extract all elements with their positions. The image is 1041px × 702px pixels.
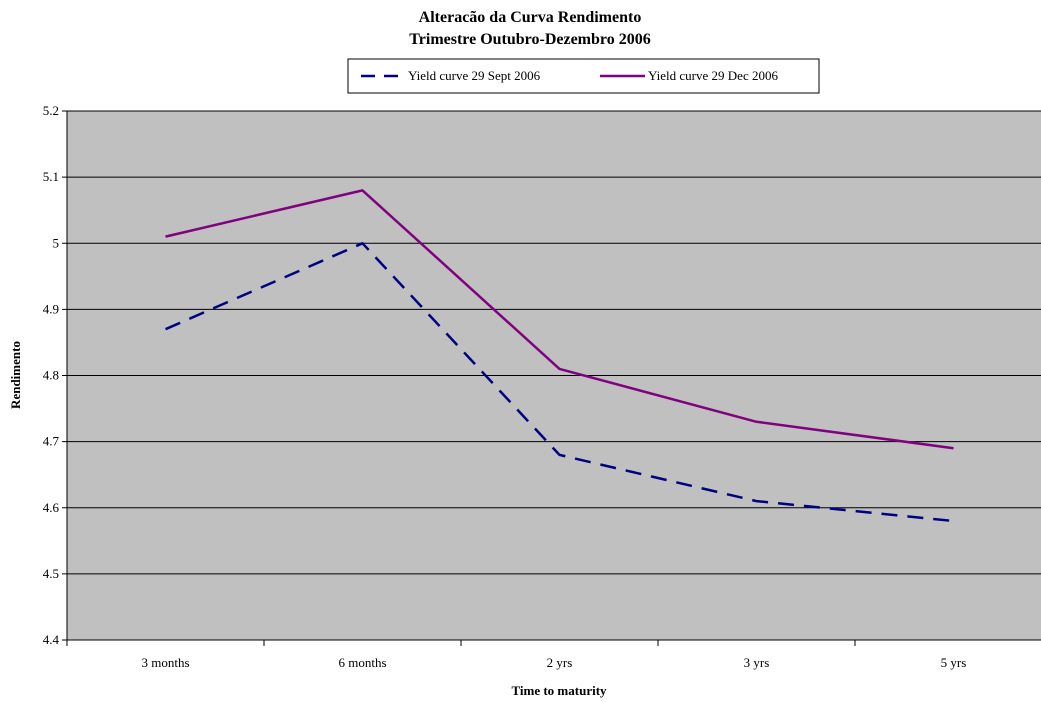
series-lines [165, 189, 954, 523]
y-tick-label: 4.5 [43, 566, 59, 581]
x-axis-title: Time to maturity [511, 683, 607, 698]
y-tick-label: 4.8 [43, 368, 59, 383]
gridlines [67, 110, 1041, 575]
y-tick-label: 4.4 [43, 632, 60, 647]
series-line-sept-2006 [165, 242, 954, 523]
x-tick-label: 6 months [338, 655, 386, 670]
x-tick-label: 3 months [141, 655, 189, 670]
legend: Yield curve 29 Sept 2006 Yield curve 29 … [347, 58, 820, 94]
legend-label-sept: Yield curve 29 Sept 2006 [408, 68, 541, 83]
y-tick-label: 5.1 [43, 169, 59, 184]
legend-box [347, 58, 820, 94]
y-tick-label: 4.9 [43, 301, 59, 316]
legend-label-dec: Yield curve 29 Dec 2006 [648, 68, 778, 83]
y-axis-title: Rendimento [8, 341, 23, 409]
axes [62, 110, 1041, 646]
y-tick-labels: 4.4 4.5 4.6 4.7 4.8 4.9 5 5.1 5.2 [43, 103, 60, 647]
y-tick-label: 4.6 [43, 500, 60, 515]
y-tick-label: 5 [53, 235, 60, 250]
x-tick-label: 5 yrs [941, 655, 967, 670]
x-tick-label: 2 yrs [547, 655, 573, 670]
chart-title-line-1: Alteracão da Curva Rendimento [419, 9, 642, 26]
series-line-dec-2006 [165, 189, 954, 450]
chart-title-line-2: Trimestre Outubro-Dezembro 2006 [409, 31, 650, 48]
x-tick-labels: 3 months 6 months 2 yrs 3 yrs 5 yrs [141, 655, 966, 670]
x-tick-label: 3 yrs [744, 655, 770, 670]
y-tick-label: 5.2 [43, 103, 59, 118]
y-tick-label: 4.7 [43, 434, 60, 449]
